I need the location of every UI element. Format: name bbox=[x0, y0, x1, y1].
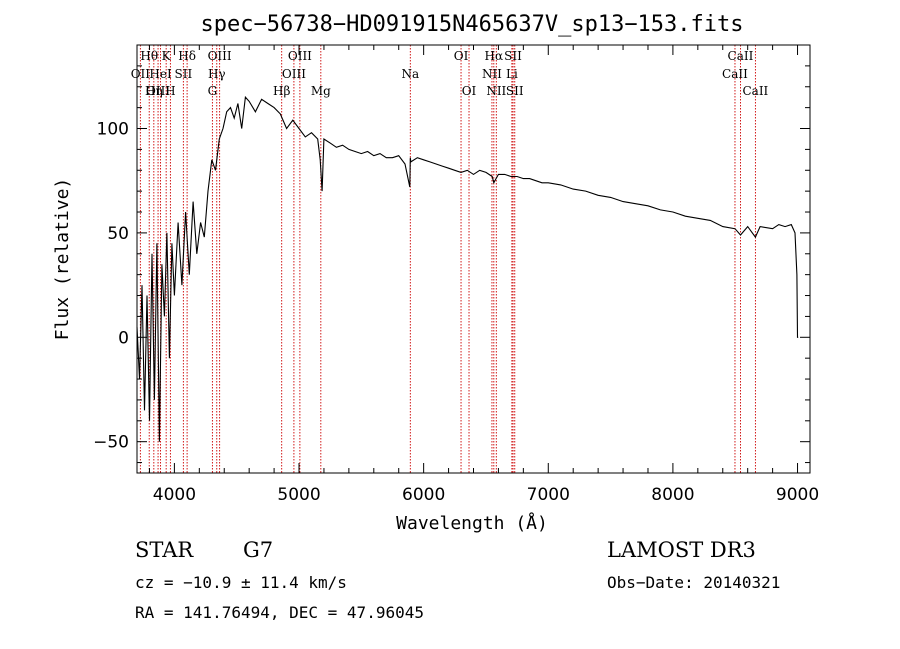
observation-date: Obs−Date: 20140321 bbox=[607, 573, 781, 592]
redshift-readout: cz = −10.9 ± 11.4 km/s bbox=[135, 573, 347, 592]
x-axis-label: Wavelength (Å) bbox=[396, 512, 548, 534]
x-tick-label: 6000 bbox=[402, 485, 445, 505]
coordinates: RA = 141.76494, DEC = 47.96045 bbox=[135, 603, 424, 622]
line-markers bbox=[139, 45, 756, 473]
flux-series-line bbox=[136, 95, 799, 442]
y-tick-label: 50 bbox=[107, 224, 129, 244]
x-tick-label: 9000 bbox=[776, 485, 819, 505]
line-label: OIII bbox=[288, 49, 312, 63]
line-label: H bbox=[165, 84, 175, 98]
x-tick-label: 4000 bbox=[153, 485, 196, 505]
line-label: OIII bbox=[208, 49, 232, 63]
line-label: CaII bbox=[722, 67, 748, 81]
y-tick-label: 0 bbox=[118, 328, 129, 348]
line-label: OIII bbox=[282, 67, 306, 81]
line-label: OI bbox=[462, 84, 477, 98]
line-label: CaII bbox=[742, 84, 768, 98]
line-label: Hα bbox=[485, 49, 504, 63]
y-axis-label: Flux (relative) bbox=[52, 178, 73, 341]
object-class: STAR bbox=[135, 538, 194, 562]
line-label: SII bbox=[506, 84, 524, 98]
line-label: SII bbox=[175, 67, 193, 81]
line-label: Hβ bbox=[273, 84, 290, 98]
line-label: NII bbox=[482, 67, 502, 81]
line-label: SII bbox=[504, 49, 522, 63]
line-label: Hγ bbox=[208, 67, 226, 81]
y-tick-label: −50 bbox=[93, 433, 129, 453]
line-label: Hδ bbox=[178, 49, 196, 63]
line-label: Hθ bbox=[140, 49, 158, 63]
line-label: G bbox=[208, 84, 218, 98]
y-tick-label: 100 bbox=[97, 120, 129, 140]
line-label: OIII bbox=[146, 84, 170, 98]
spectral-subclass: G7 bbox=[243, 538, 274, 562]
x-tick-label: 8000 bbox=[651, 485, 694, 505]
line-label: OII bbox=[131, 67, 151, 81]
chart-title: spec−56738−HD091915N465637V_sp13−153.fit… bbox=[200, 12, 743, 37]
x-tick-label: 7000 bbox=[527, 485, 570, 505]
line-label: OI bbox=[454, 49, 469, 63]
y-axis: −50 0 50 100 bbox=[93, 65, 810, 464]
line-label: Mg bbox=[311, 84, 331, 98]
line-label: K bbox=[162, 49, 172, 63]
line-label: Li bbox=[506, 67, 518, 81]
line-label: Na bbox=[401, 67, 419, 81]
plot-frame bbox=[136, 44, 811, 474]
line-label: Hη bbox=[145, 84, 163, 98]
line-label: HeI bbox=[149, 67, 172, 81]
x-axis: 4000 5000 6000 7000 8000 9000 bbox=[148, 45, 819, 505]
line-label: CaII bbox=[728, 49, 754, 63]
line-label: NII bbox=[486, 84, 506, 98]
x-tick-label: 5000 bbox=[277, 485, 320, 505]
survey-name: LAMOST DR3 bbox=[607, 538, 756, 562]
